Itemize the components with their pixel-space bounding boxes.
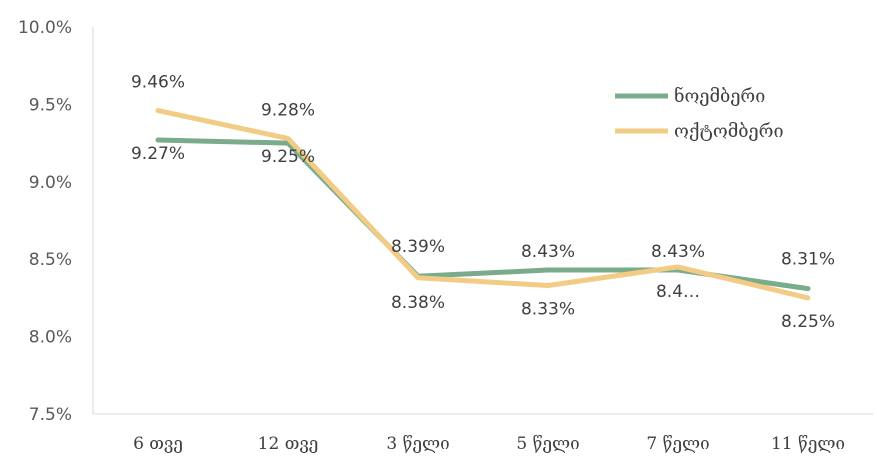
data-label: 9.28% <box>261 100 315 120</box>
y-tick-label: 8.5% <box>29 250 72 270</box>
legend: ნოემბერი ოქტომბერი <box>615 85 784 142</box>
x-tick-label: 11 წელი <box>771 434 845 454</box>
x-tick-label: 5 წელი <box>516 434 579 454</box>
series-line-1 <box>155 108 811 301</box>
data-label: 8.43% <box>651 242 705 262</box>
data-label: 9.27% <box>131 144 185 164</box>
x-tick-label: 7 წელი <box>646 434 709 454</box>
y-tick-label: 9.5% <box>29 95 72 115</box>
data-label: 9.25% <box>261 147 315 167</box>
data-labels: 9.27% 9.25% 8.39% 8.43% 8.43% 8.31% 9.46% 9.28%… <box>131 73 835 332</box>
y-tick-label: 7.5% <box>29 405 72 425</box>
data-label: 8.43% <box>521 242 575 262</box>
x-axis: 6 თვე 12 თვე 3 წელი 5 წელი 7 წელი 11 წელი <box>93 413 873 454</box>
y-tick-label: 9.0% <box>29 173 72 193</box>
data-label: 9.46% <box>131 73 185 93</box>
legend-label: ოქტომბერი <box>674 121 784 142</box>
data-label: 8.31% <box>781 250 835 270</box>
y-tick-label: 10.0% <box>18 18 72 38</box>
x-tick-label: 3 წელი <box>386 434 449 454</box>
series-lines <box>155 108 811 301</box>
data-label: 8.38% <box>391 293 445 313</box>
legend-label: ნოემბერი <box>674 85 765 107</box>
y-axis: 7.5% 8.0% 8.5% 9.0% 9.5% 10.0% <box>18 18 94 425</box>
x-tick-label: 6 თვე <box>133 434 183 454</box>
y-tick-label: 8.0% <box>29 328 72 348</box>
data-label: 8.33% <box>521 300 575 320</box>
data-label: 8.39% <box>391 237 445 257</box>
data-label: 8.25% <box>781 312 835 332</box>
x-tick-label: 12 თვე <box>258 434 319 454</box>
data-label: 8.4… <box>656 282 700 302</box>
series-line-0 <box>155 137 811 292</box>
